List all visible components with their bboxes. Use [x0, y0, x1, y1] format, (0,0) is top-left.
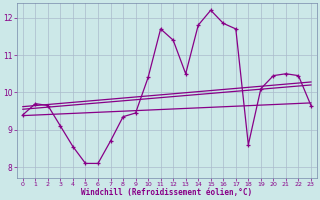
X-axis label: Windchill (Refroidissement éolien,°C): Windchill (Refroidissement éolien,°C): [81, 188, 252, 197]
